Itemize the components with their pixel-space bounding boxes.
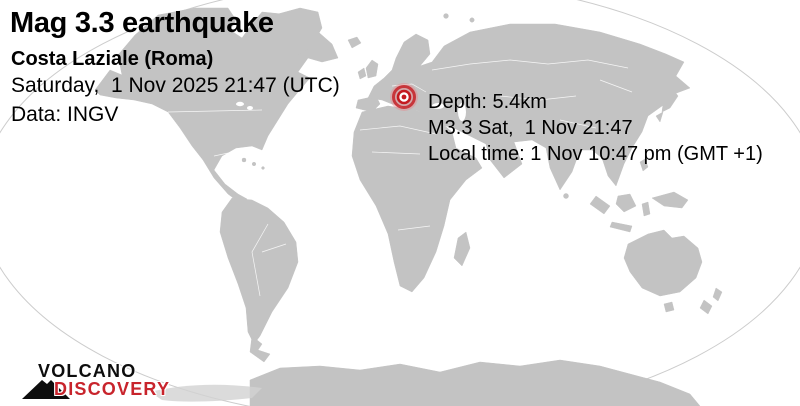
island-japan <box>661 87 679 113</box>
island-hispaniola <box>251 161 257 167</box>
island-puerto-rico <box>261 166 265 170</box>
continents <box>94 7 723 406</box>
island-borneo <box>615 193 637 213</box>
logo-brush-swoosh <box>150 384 262 402</box>
island-novaya-zemlya <box>469 17 475 23</box>
island-sulawesi <box>641 201 651 217</box>
island-new-guinea <box>651 191 689 209</box>
island-new-zealand-south <box>699 299 713 315</box>
quake-datetime-utc: Saturday, 1 Nov 2025 21:47 (UTC) <box>11 74 340 97</box>
logo-text-discovery: DISCOVERY <box>54 379 171 399</box>
antarctic-peninsula <box>249 335 271 363</box>
island-greenland <box>277 7 323 57</box>
inland-water <box>236 101 466 121</box>
island-new-zealand-north <box>712 287 723 302</box>
continent-australia <box>623 229 703 297</box>
island-japan-south <box>655 111 664 123</box>
country-borders <box>167 59 633 297</box>
island-sakhalin <box>654 61 663 77</box>
quake-magnitude-time: M3.3 Sat, 1 Nov 21:47 <box>428 117 633 139</box>
quake-depth: Depth: 5.4km <box>428 91 547 113</box>
island-tasmania <box>663 301 675 313</box>
continent-south-america <box>219 197 299 345</box>
island-sri-lanka <box>563 193 569 199</box>
island-svalbard <box>443 13 449 19</box>
data-source: Data: INGV <box>11 103 119 126</box>
volcano-discovery-logo[interactable]: VOLCANO DISCOVERY <box>18 358 248 404</box>
quake-info-block: Depth: 5.4km M3.3 Sat, 1 Nov 21:47 Local… <box>428 89 763 167</box>
island-philippines <box>639 158 649 172</box>
logo-text-volcano: VOLCANO <box>38 361 137 381</box>
page-title: Mag 3.3 earthquake <box>10 7 274 39</box>
epicenter-marker[interactable] <box>388 81 420 113</box>
island-madagascar <box>453 231 471 267</box>
island-great-britain <box>365 59 379 79</box>
continent-antarctica <box>249 359 701 406</box>
continent-eurasia <box>367 23 691 191</box>
island-cuba <box>241 157 247 163</box>
island-sumatra <box>589 195 611 215</box>
quake-location: Costa Laziale (Roma) <box>11 48 214 70</box>
continent-north-america <box>94 7 339 204</box>
island-java <box>609 221 633 233</box>
quake-local-time: Local time: 1 Nov 10:47 pm (GMT +1) <box>428 143 763 165</box>
volcano-icon <box>22 380 70 399</box>
epicenter-marker-icon <box>390 83 418 111</box>
island-iceland <box>347 36 362 49</box>
island-ireland <box>357 67 367 80</box>
